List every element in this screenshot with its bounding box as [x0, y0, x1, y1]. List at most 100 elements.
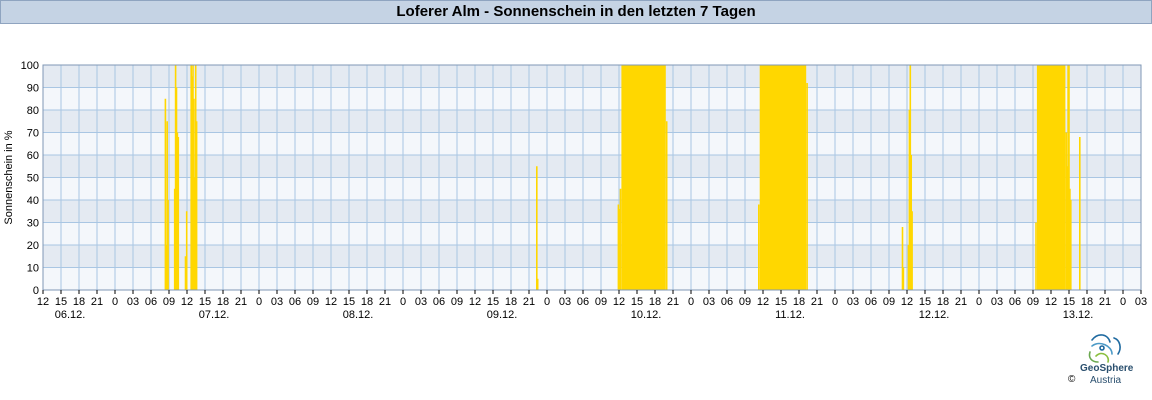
sunshine-bar	[1069, 188, 1071, 290]
sunshine-bar	[184, 256, 187, 290]
x-tick-label: 09	[883, 296, 895, 308]
x-tick-label: 18	[73, 296, 85, 308]
plot-band	[43, 132, 1141, 155]
x-tick-label: 15	[1063, 296, 1075, 308]
plot-band	[43, 245, 1141, 268]
x-tick-label: 03	[847, 296, 859, 308]
sunshine-bar	[536, 278, 539, 290]
sunshine-bar	[1079, 137, 1081, 290]
sunshine-bar	[177, 137, 180, 290]
x-tick-label: 15	[55, 296, 67, 308]
x-tick-label: 12	[325, 296, 337, 308]
sunshine-bar	[185, 211, 188, 290]
sunshine-bar	[909, 65, 912, 290]
sunshine-bar	[617, 204, 620, 290]
logo-subtitle: Austria	[1090, 375, 1122, 386]
plot-band	[43, 222, 1141, 245]
x-tick-label: 0	[1120, 296, 1126, 308]
day-label: 11.12.	[775, 309, 805, 321]
x-tick-label: 06	[577, 296, 589, 308]
x-tick-label: 0	[832, 296, 838, 308]
x-tick-label: 18	[217, 296, 229, 308]
x-tick-label: 06	[433, 296, 445, 308]
x-tick-label: 0	[976, 296, 982, 308]
chart-title-bar: Loferer Alm - Sonnenschein in den letzte…	[0, 0, 1152, 24]
sunshine-bar	[174, 65, 177, 290]
sunshine-bar	[1065, 132, 1068, 290]
sunshine-bar	[1036, 65, 1066, 290]
sunshine-bar	[176, 132, 179, 290]
day-label: 08.12.	[343, 309, 374, 321]
x-tick-label: 12	[757, 296, 769, 308]
x-tick-label: 12	[37, 296, 49, 308]
plot-band	[43, 200, 1141, 223]
y-tick-label: 60	[27, 150, 39, 162]
x-tick-label: 0	[688, 296, 694, 308]
x-tick-label: 03	[559, 296, 571, 308]
day-label: 07.12.	[199, 309, 230, 321]
y-tick-label: 30	[27, 218, 39, 230]
y-tick-label: 50	[27, 173, 39, 185]
chart-title: Loferer Alm - Sonnenschein in den letzte…	[396, 3, 756, 20]
x-tick-label: 18	[361, 296, 373, 308]
x-tick-label: 06	[1009, 296, 1021, 308]
y-axis-label: Sonnenschein in %	[3, 130, 15, 224]
plot-band	[43, 177, 1141, 200]
y-tick-label: 40	[27, 195, 39, 207]
y-tick-label: 90	[27, 83, 39, 95]
plot-border	[42, 64, 1142, 291]
y-tick-label: 10	[27, 263, 39, 275]
x-tick-label: 15	[343, 296, 355, 308]
plot-band	[43, 155, 1141, 178]
x-tick-label: 0	[256, 296, 262, 308]
x-tick-label: 21	[667, 296, 679, 308]
x-tick-label: 15	[199, 296, 211, 308]
sunshine-bar	[192, 65, 194, 290]
x-tick-label: 12	[469, 296, 481, 308]
y-tick-label: 80	[27, 105, 39, 117]
sunshine-bar	[536, 166, 538, 290]
x-tick-label: 0	[544, 296, 550, 308]
sunshine-bar	[195, 121, 198, 290]
x-tick-label: 15	[775, 296, 787, 308]
x-tick-label: 06	[865, 296, 877, 308]
sunshine-bar	[758, 204, 760, 290]
x-tick-label: 09	[163, 296, 175, 308]
sunshine-bar	[908, 110, 911, 290]
day-label: 06.12.	[55, 309, 86, 321]
day-label: 09.12.	[487, 309, 518, 321]
sunshine-bar	[167, 200, 169, 290]
x-tick-label: 15	[631, 296, 643, 308]
plot-band	[43, 65, 1141, 88]
x-tick-label: 21	[523, 296, 535, 308]
sunshine-bar	[1066, 166, 1068, 290]
sunshine-bar	[806, 83, 808, 290]
x-tick-label: 21	[955, 296, 967, 308]
x-tick-label: 06	[289, 296, 301, 308]
x-tick-label: 09	[1027, 296, 1039, 308]
sunshine-bar	[910, 155, 912, 290]
sunshine-bar	[194, 177, 196, 290]
sunshine-bar	[164, 98, 167, 290]
sunshine-bar	[619, 188, 622, 290]
day-label: 12.12.	[919, 309, 950, 321]
plot-band	[43, 110, 1141, 133]
sunshine-bar	[173, 188, 176, 290]
sunshine-bar	[665, 121, 668, 290]
x-tick-label: 12	[901, 296, 913, 308]
x-tick-label: 03	[1135, 296, 1147, 308]
x-tick-label: 09	[307, 296, 319, 308]
day-label: 10.12.	[631, 309, 662, 321]
x-tick-label: 18	[937, 296, 949, 308]
sunshine-bar	[901, 227, 904, 290]
geosphere-logo-icon	[1088, 334, 1121, 363]
x-tick-label: 12	[613, 296, 625, 308]
x-tick-label: 03	[703, 296, 715, 308]
x-tick-label: 15	[487, 296, 499, 308]
x-tick-label: 21	[235, 296, 247, 308]
x-tick-label: 03	[127, 296, 139, 308]
y-axis-ticks: 0 10 20 30 40 50 60 70 80 90 100	[21, 60, 39, 297]
x-tick-label: 18	[793, 296, 805, 308]
x-tick-label: 15	[919, 296, 931, 308]
x-tick-label: 03	[991, 296, 1003, 308]
